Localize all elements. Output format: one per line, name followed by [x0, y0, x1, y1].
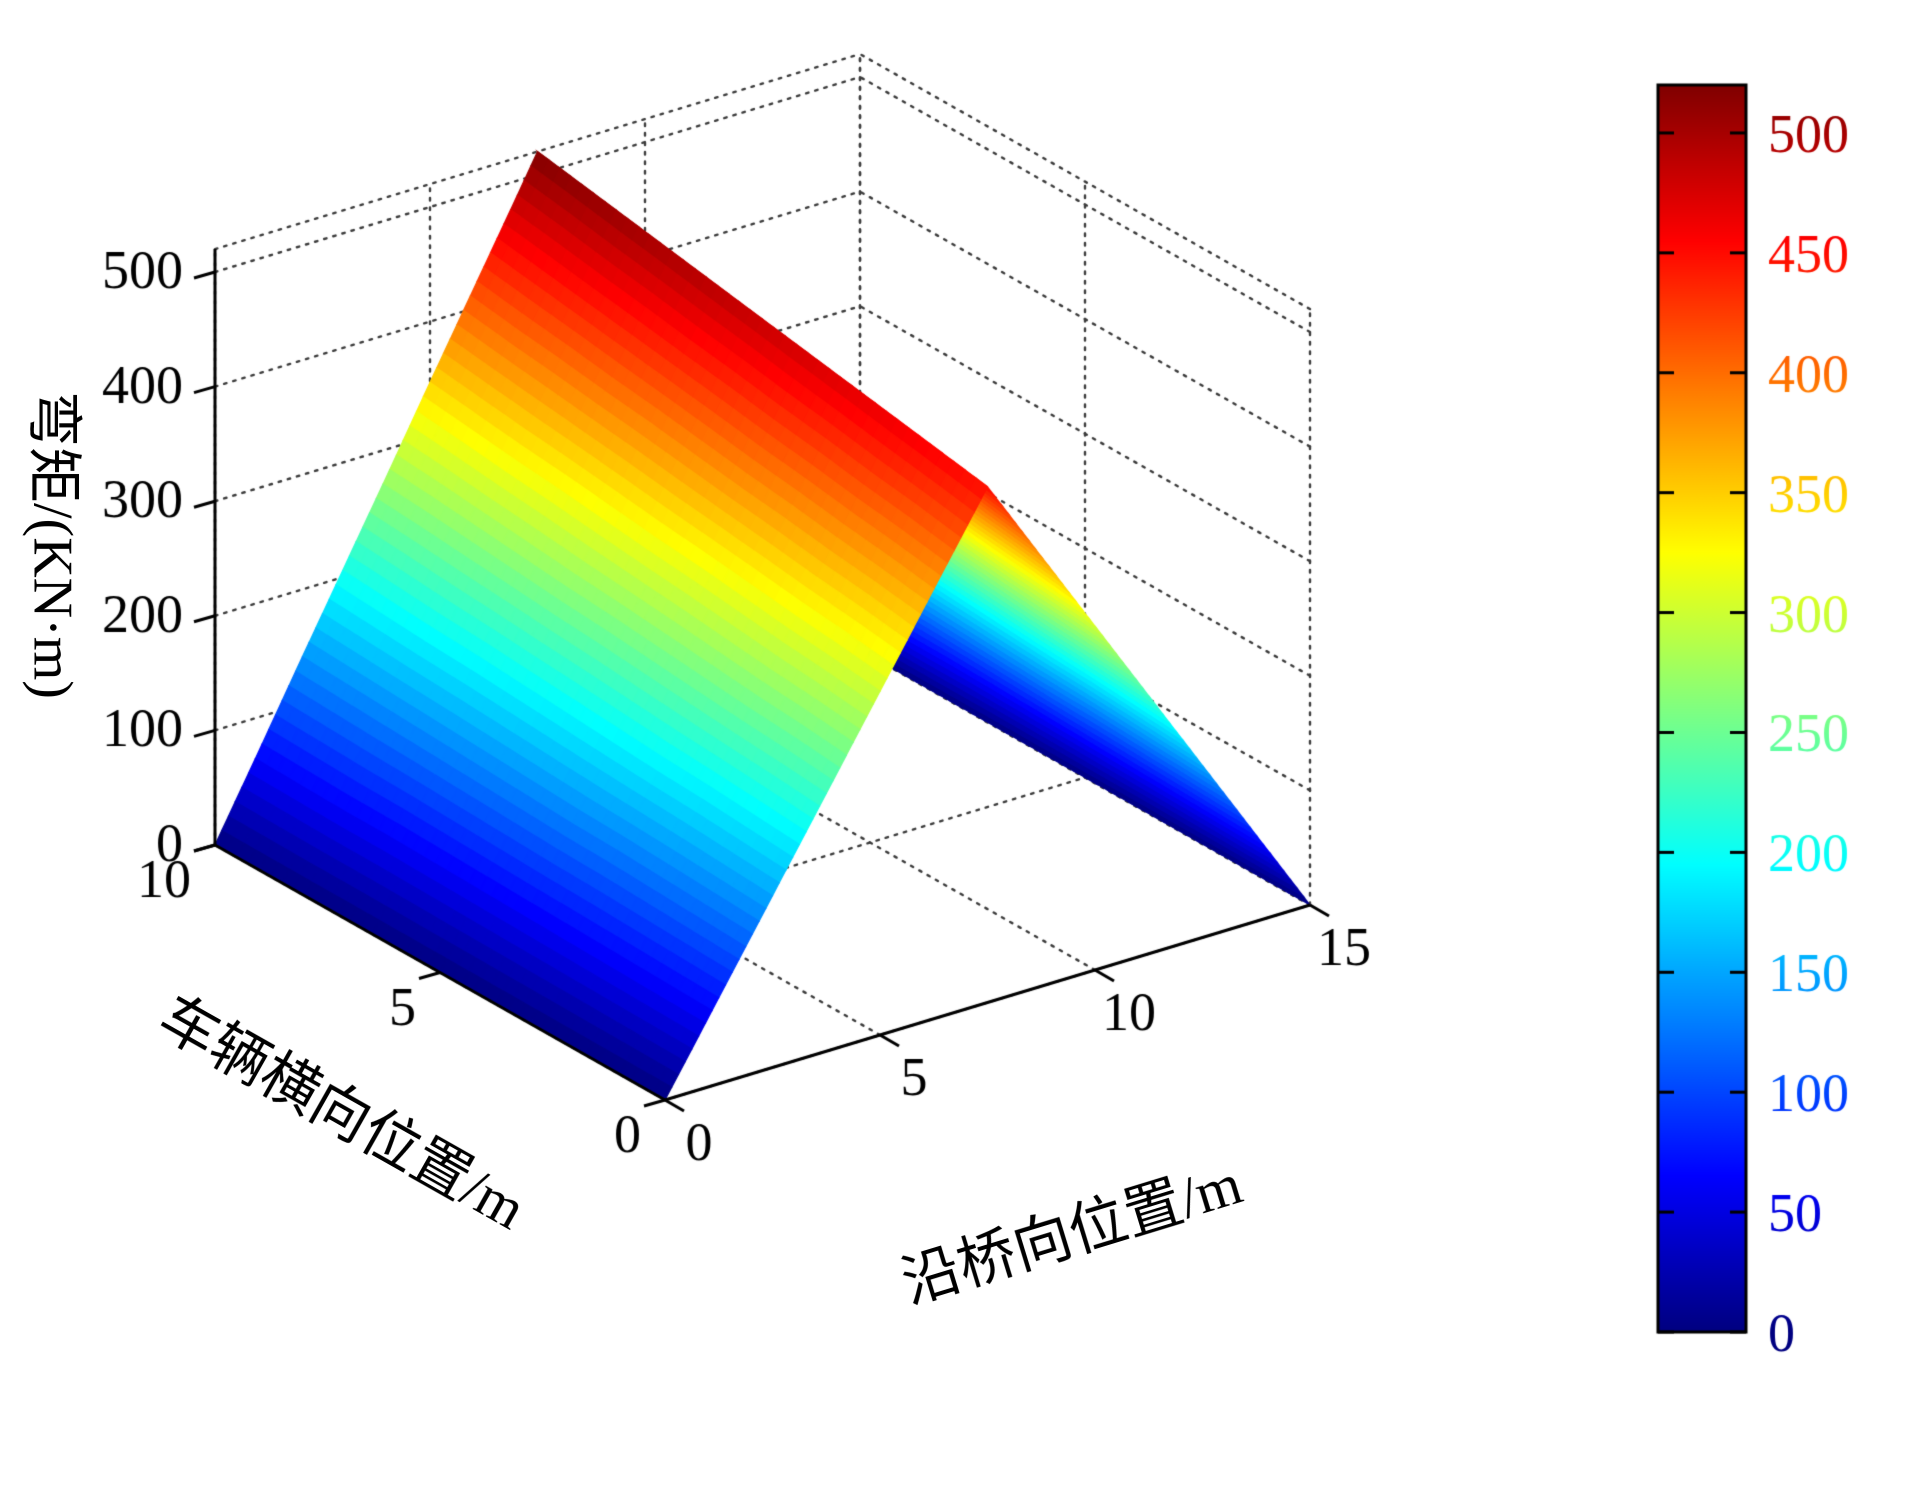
- z-axis-label: 弯矩/(KN·m): [21, 391, 84, 699]
